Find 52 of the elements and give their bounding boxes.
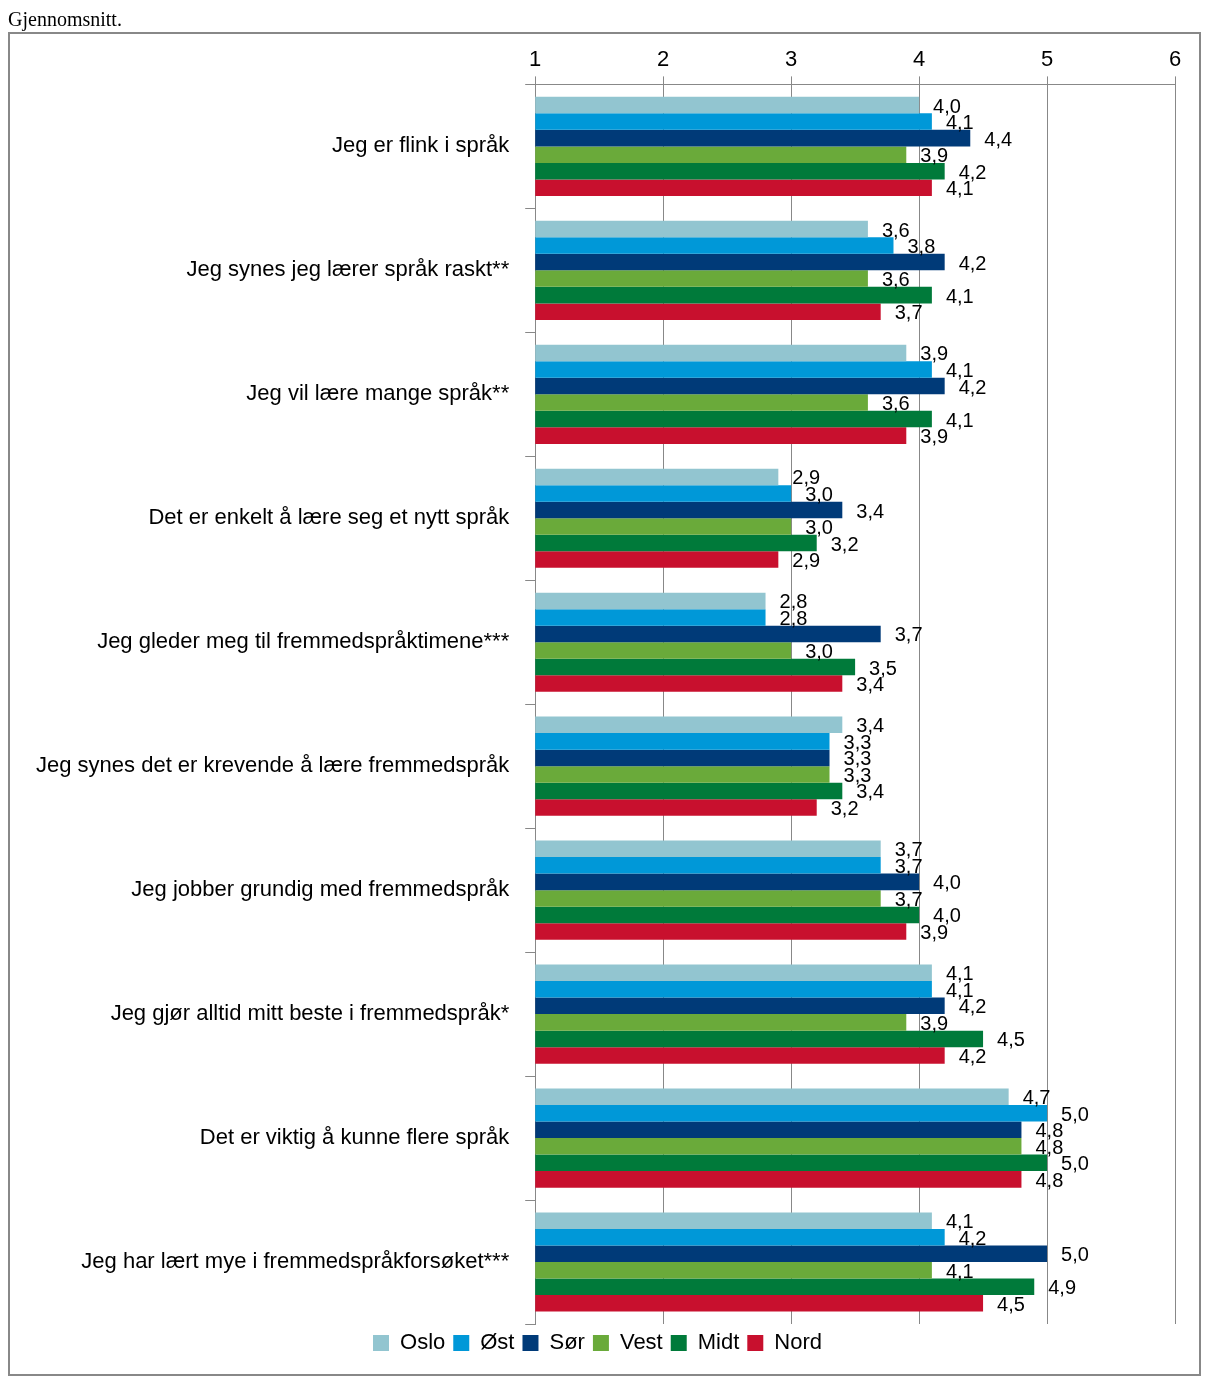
data-label: 3,9 — [920, 144, 949, 167]
x-tick-label: 1 — [529, 46, 542, 72]
legend-label: Oslo — [400, 1329, 446, 1355]
legend-label: Midt — [697, 1329, 740, 1355]
y-tick-label: Jeg har lært mye i fremmedspråkforsøket*** — [81, 1248, 510, 1274]
data-label: 4,1 — [945, 284, 974, 307]
data-label: 3,6 — [881, 218, 910, 241]
data-label: 4,5 — [997, 1028, 1025, 1051]
data-label: 3,0 — [805, 516, 833, 539]
data-label: 3,9 — [920, 1011, 949, 1034]
data-label: 3,4 — [856, 499, 885, 522]
data-label: 3,8 — [907, 235, 936, 258]
data-label: 3,7 — [894, 887, 923, 910]
text: Gjennomsnitt. — [8, 8, 123, 32]
data-label: 3,6 — [881, 392, 910, 415]
data-label: 4,0 — [933, 871, 961, 894]
data-label: 4,4 — [984, 127, 1013, 150]
data-label: 5,0 — [1061, 1102, 1089, 1125]
data-label: 3,9 — [920, 342, 949, 365]
legend-label: Vest — [619, 1329, 663, 1355]
y-tick-label: Jeg gleder meg til fremmedspråktimene*** — [97, 628, 510, 654]
x-tick-label: 4 — [912, 46, 926, 72]
legend-label: Øst — [480, 1329, 515, 1355]
x-tick-label: 3 — [785, 46, 798, 72]
y-tick-label: Jeg gjør alltid mitt beste i fremmedspråk* — [110, 1000, 510, 1026]
data-label: 3,0 — [805, 640, 833, 662]
y-tick-label: Jeg vil lære mange språk** — [246, 380, 510, 406]
y-tick-label: Det er enkelt å lære seg et nytt språk — [148, 504, 511, 530]
data-label: 4,9 — [1048, 1276, 1077, 1299]
y-tick-label: Jeg jobber grundig med fremmedspråk — [131, 876, 511, 902]
data-label: 3,7 — [894, 623, 923, 646]
data-label: 3,7 — [894, 301, 923, 324]
y-tick-label: Det er viktig å kunne flere språk — [199, 1124, 511, 1150]
x-tick-label: 5 — [1040, 46, 1054, 72]
y-tick-label: Jeg synes det er krevende å lære fremmedspråk — [36, 752, 511, 778]
data-label: 5,0 — [1061, 1243, 1089, 1266]
data-label: 3,6 — [881, 268, 910, 291]
legend-label: Nord — [774, 1329, 822, 1355]
data-label: 4,2 — [958, 251, 987, 274]
data-label: 2,9 — [792, 549, 821, 572]
x-tick-label: 6 — [1168, 46, 1182, 72]
data-label: 5,0 — [1061, 1152, 1089, 1175]
y-tick-label: Jeg er flink i språk — [331, 132, 511, 158]
data-label: 4,2 — [958, 1044, 987, 1067]
y-tick-label: Jeg synes jeg lærer språk raskt** — [186, 256, 510, 282]
legend-label: Sør — [549, 1329, 585, 1355]
data-label: 3,2 — [830, 797, 859, 820]
data-label: 4,1 — [945, 1259, 974, 1282]
data-label: 3,2 — [830, 532, 859, 555]
data-label: 4,5 — [997, 1292, 1025, 1315]
x-tick-label: 2 — [657, 46, 670, 72]
data-label: 4,7 — [1022, 1086, 1051, 1109]
